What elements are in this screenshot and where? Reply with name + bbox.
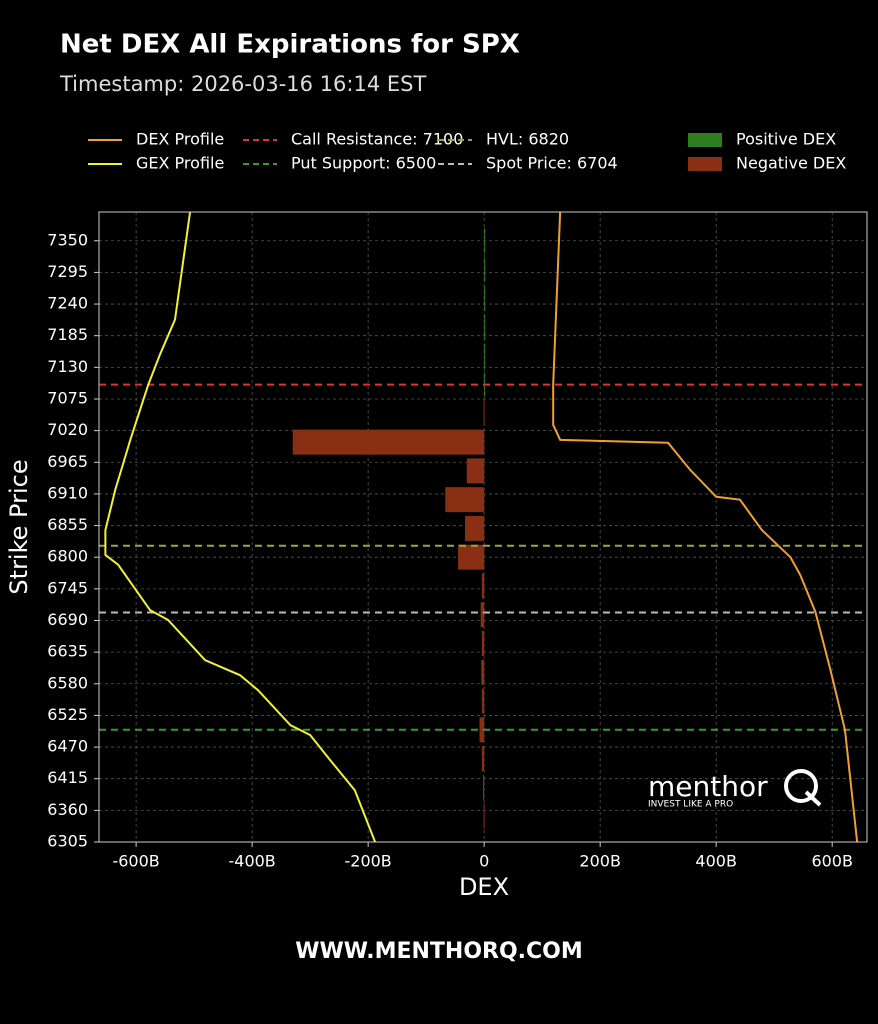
chart-subtitle: Timestamp: 2026-03-16 16:14 EST (59, 72, 426, 96)
negative-bar (445, 487, 485, 513)
negative-bar (481, 659, 485, 685)
y-tick-label: 7295 (47, 262, 88, 281)
negative-bar (292, 429, 485, 455)
legend-label: Negative DEX (736, 154, 846, 173)
y-tick-label: 6635 (47, 642, 88, 661)
y-tick-label: 6360 (47, 800, 88, 819)
negative-bar (483, 803, 485, 829)
y-tick-label: 6745 (47, 578, 88, 597)
x-tick-label: 600B (811, 852, 853, 871)
y-tick-label: 6855 (47, 515, 88, 534)
y-tick-label: 6580 (47, 673, 88, 692)
watermark-logo (804, 790, 822, 807)
y-tick-label: 7020 (47, 420, 88, 439)
y-tick-label: 7185 (47, 325, 88, 344)
profile-line (552, 212, 859, 842)
y-tick-label: 7075 (47, 388, 88, 407)
legend-label: Spot Price: 6704 (486, 154, 618, 173)
y-tick-label: 6305 (47, 832, 88, 851)
negative-bar (458, 544, 485, 570)
legend-swatch (688, 133, 722, 147)
negative-bar (483, 774, 485, 800)
legend-label: GEX Profile (136, 154, 224, 173)
legend-label: DEX Profile (136, 130, 224, 149)
watermark-tagline: INVEST LIKE A PRO (648, 800, 733, 810)
legend-label: Call Resistance: 7100 (291, 130, 463, 149)
positive-bar (484, 257, 486, 283)
x-tick-label: -600B (112, 852, 159, 871)
negative-bar (466, 458, 485, 484)
positive-bar (484, 343, 486, 369)
legend-label: HVL: 6820 (486, 130, 569, 149)
legend-label: Put Support: 6500 (291, 154, 436, 173)
negative-bar (483, 400, 485, 426)
legend-label: Positive DEX (736, 130, 836, 149)
negative-bar (481, 688, 485, 714)
y-tick-label: 6910 (47, 483, 88, 502)
x-axis-label: DEX (459, 873, 509, 901)
y-tick-label: 7350 (47, 230, 88, 249)
y-axis-label: Strike Price (5, 459, 33, 594)
negative-bar (465, 515, 485, 541)
negative-bar (481, 746, 485, 772)
x-tick-label: -400B (228, 852, 275, 871)
y-tick-label: 6690 (47, 610, 88, 629)
x-tick-label: 0 (479, 852, 489, 871)
x-tick-label: -200B (344, 852, 391, 871)
negative-bar (479, 717, 485, 743)
watermark-brand: menthor (648, 770, 768, 803)
plot-area (99, 212, 867, 842)
y-tick-label: 6965 (47, 452, 88, 471)
positive-bar (484, 228, 486, 254)
y-tick-label: 7130 (47, 357, 88, 376)
x-tick-label: 200B (579, 852, 621, 871)
y-tick-label: 6470 (47, 737, 88, 756)
y-tick-label: 6800 (47, 547, 88, 566)
footer: WWW.MENTHORQ.COM (295, 939, 583, 964)
positive-bar (484, 314, 486, 340)
negative-bar (481, 573, 485, 599)
x-tick-label: 400B (695, 852, 737, 871)
negative-bar (481, 631, 485, 657)
chart-title: Net DEX All Expirations for SPX (60, 30, 520, 60)
legend-swatch (688, 157, 722, 171)
y-tick-label: 6525 (47, 705, 88, 724)
positive-bar (484, 285, 486, 311)
plot-frame (98, 211, 868, 843)
watermark-logo (784, 769, 818, 803)
profile-line (104, 212, 377, 842)
y-tick-label: 6415 (47, 768, 88, 787)
negative-bar (480, 602, 485, 628)
y-tick-label: 7240 (47, 294, 88, 313)
